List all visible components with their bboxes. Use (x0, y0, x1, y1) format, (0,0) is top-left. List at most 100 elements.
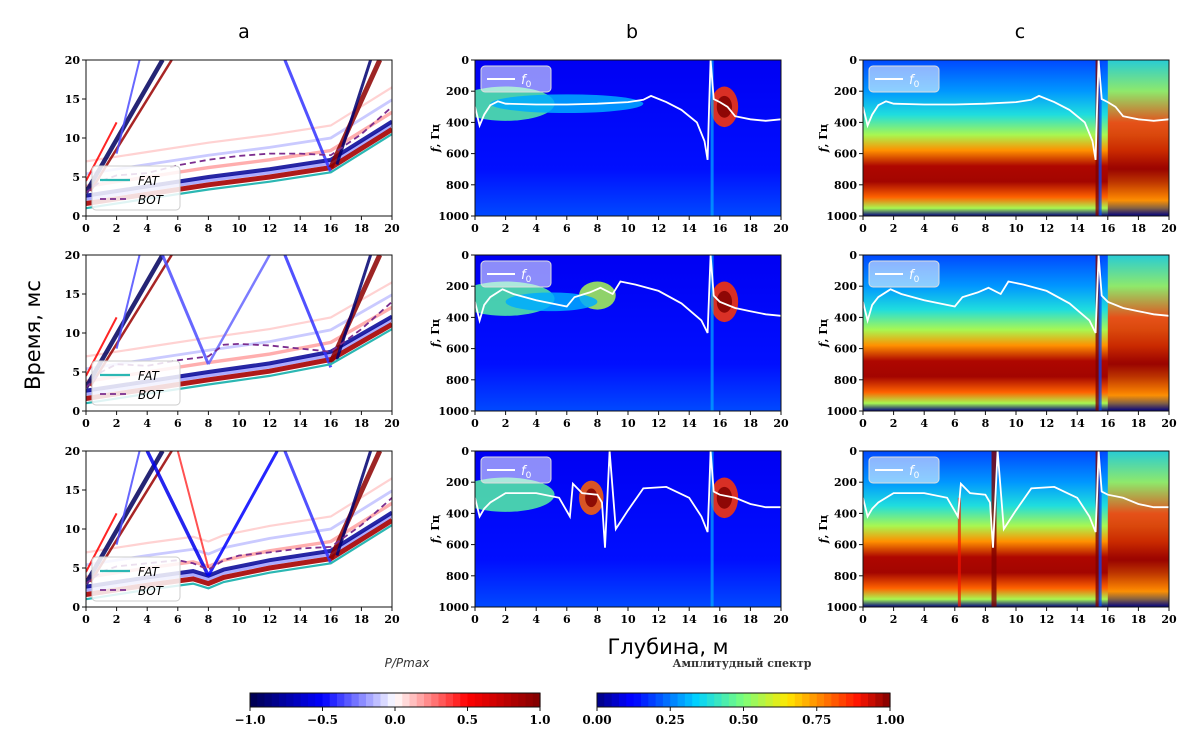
y-tick-label: 200 (446, 280, 469, 293)
colorbar-cell (655, 693, 664, 707)
y-tick-label: 20 (65, 54, 81, 67)
freq-axis-unit: , Гц (817, 319, 830, 342)
spectrum-spike (1095, 60, 1100, 216)
colorbar-cell (467, 693, 476, 707)
legend: f0 (868, 456, 940, 484)
x-tick-label: 16 (323, 613, 339, 626)
reflection-line (283, 451, 333, 564)
colorbar-cell (765, 693, 774, 707)
x-tick-label: 2 (890, 613, 898, 626)
x-tick-label: 12 (651, 417, 666, 430)
legend-f0-sub: 0 (914, 471, 920, 481)
column-label-a: a (238, 21, 250, 43)
colorbar-cell (308, 693, 316, 707)
y-tick-label: 200 (834, 85, 857, 98)
colorbar-cell (758, 693, 767, 707)
x-tick-label: 4 (920, 417, 928, 430)
y-tick-label: 200 (834, 476, 857, 489)
legend-bot-label: BOT (138, 193, 165, 207)
x-tick-label: 10 (620, 417, 636, 430)
x-tick-label: 0 (82, 417, 90, 430)
colorbar-cell (445, 693, 454, 707)
legend-fat-label: FAT (138, 369, 161, 383)
legend-f0-base: f (521, 268, 528, 283)
y-tick-label: 600 (834, 343, 857, 356)
colorbar-cell (518, 693, 527, 707)
y-tick-label: 1000 (438, 405, 469, 418)
y-tick-label: 0 (849, 249, 857, 262)
x-tick-label: 4 (532, 222, 540, 235)
legend-f0-label: f0 (909, 73, 920, 90)
f0-line (863, 255, 1169, 334)
reflection-line (115, 255, 141, 349)
y-tick-label: 400 (834, 116, 857, 129)
x-tick-label: 0 (859, 417, 867, 430)
legend-box (868, 260, 940, 288)
x-tick-label: 12 (651, 222, 666, 235)
y-tick-label: 15 (65, 93, 80, 106)
spectral-energy-blob (716, 290, 733, 313)
legend-fat-label: FAT (138, 174, 161, 188)
colorbar-cell (853, 693, 862, 707)
y-tick-label: 15 (65, 288, 80, 301)
legend: f0 (480, 65, 552, 93)
legend-f0-base: f (909, 464, 916, 479)
x-tick-label: 14 (293, 417, 309, 430)
legend-box (91, 165, 181, 211)
freq-axis-label: f, Гц (817, 319, 830, 348)
x-tick-label: 16 (1100, 222, 1116, 235)
x-tick-label: 20 (384, 417, 400, 430)
colorbar-cell (868, 693, 876, 707)
reflection-line (161, 255, 210, 365)
colorbar-cell (824, 693, 832, 707)
x-tick-label: 6 (174, 417, 182, 430)
y-tick-label: 800 (446, 179, 469, 192)
x-tick-label: 10 (620, 222, 636, 235)
legend: f0 (480, 456, 552, 484)
reflection-line (86, 512, 118, 573)
y-tick-label: 0 (72, 405, 80, 418)
x-tick-label: 2 (113, 222, 121, 235)
x-tick-label: 20 (384, 613, 400, 626)
x-tick-label: 10 (231, 222, 247, 235)
colorbar-tick-label: 0.75 (802, 713, 831, 727)
x-tick-label: 6 (951, 613, 959, 626)
colorbar-cell (431, 693, 440, 707)
x-tick-label: 16 (323, 222, 339, 235)
x-tick-label: 12 (651, 613, 666, 626)
colorbars: −1.0 −0.5 0.0 0.5 1.0 0.00 0.25 0.50 0.75 1.00 (235, 692, 905, 727)
colorbar-cell (699, 693, 708, 707)
colorbar-cell (387, 693, 396, 707)
y-tick-label: 800 (834, 570, 857, 583)
x-tick-label: 0 (82, 222, 90, 235)
colorbar-cell (453, 693, 461, 707)
y-tick-label: 10 (65, 523, 81, 536)
spectrum-region (1107, 60, 1169, 216)
colorbar-cell (633, 693, 642, 707)
reflection-line (115, 451, 141, 545)
x-tick-label: 18 (743, 222, 759, 235)
y-tick-label: 800 (446, 570, 469, 583)
y-tick-label: 10 (65, 327, 81, 340)
colorbar-cell (743, 693, 752, 707)
legend-f0-label: f0 (909, 268, 920, 285)
x-tick-label: 2 (502, 613, 510, 626)
y-tick-label: 20 (65, 249, 81, 262)
spectral-energy-blob (716, 486, 733, 509)
freq-axis-symbol: f (429, 145, 442, 153)
x-tick-label: 4 (532, 417, 540, 430)
x-tick-label: 10 (231, 613, 247, 626)
x-tick-label: 12 (1039, 613, 1054, 626)
colorbar-cell (351, 693, 360, 707)
freq-axis-unit: , Гц (817, 515, 830, 538)
y-tick-label: 600 (446, 148, 469, 161)
y-tick-label: 600 (446, 539, 469, 552)
panel-a1: 0 2 4 6 8 10 12 14 16 18 20 0 5 10 15 20 FAT BOT (65, 54, 400, 235)
y-tick-label: 0 (72, 210, 80, 223)
colorbar-cell (503, 693, 512, 707)
